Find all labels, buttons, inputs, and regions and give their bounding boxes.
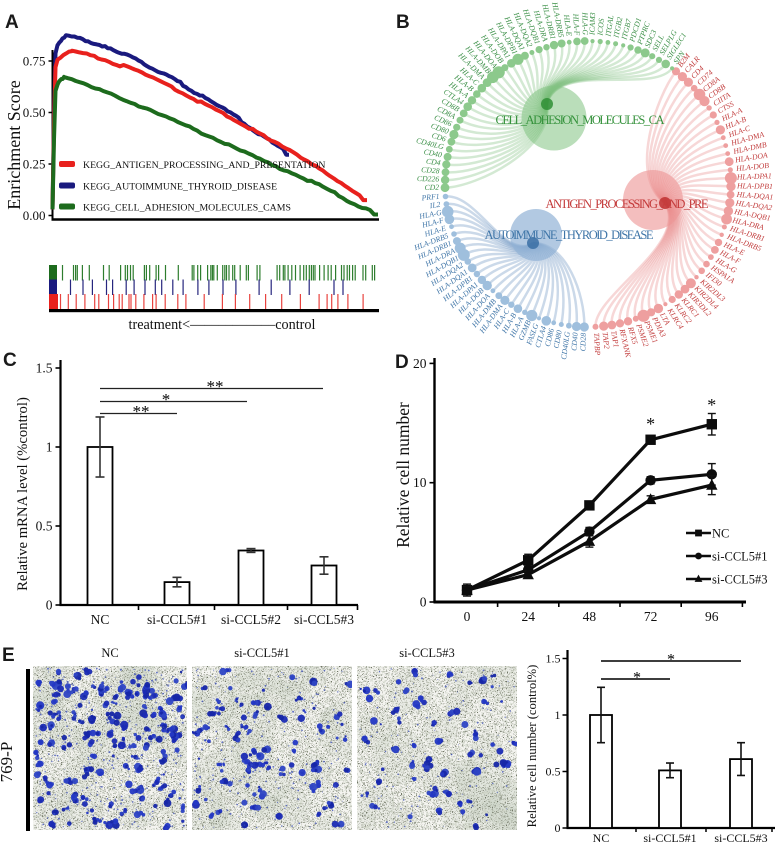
svg-text:0: 0 — [420, 595, 427, 610]
svg-text:si-CCL5#1: si-CCL5#1 — [643, 831, 696, 845]
svg-text:KEGG_CELL_ADHESION_MOLECULES_C: KEGG_CELL_ADHESION_MOLECULES_CAMS — [83, 203, 291, 214]
svg-text:1: 1 — [555, 708, 561, 722]
svg-text:si-CCL5#3: si-CCL5#3 — [399, 646, 455, 660]
svg-text:0: 0 — [464, 609, 471, 624]
svg-text:B: B — [396, 12, 410, 33]
svg-text:HLA-G: HLA-G — [580, 11, 590, 35]
svg-text:0: 0 — [555, 821, 561, 835]
svg-text:CD4: CD4 — [425, 157, 441, 168]
svg-text:IL2: IL2 — [428, 200, 441, 211]
svg-text:CD28: CD28 — [421, 165, 440, 175]
svg-text:769-P: 769-P — [0, 742, 16, 783]
svg-text:ITGAL: ITGAL — [603, 15, 615, 38]
svg-text:HLA-E: HLA-E — [562, 13, 574, 37]
svg-text:si-CCL5#2: si-CCL5#2 — [221, 612, 281, 627]
svg-text:**: ** — [133, 402, 150, 421]
svg-text:NC: NC — [593, 831, 610, 845]
svg-text:1.5: 1.5 — [36, 361, 53, 376]
svg-text:CD40LG: CD40LG — [559, 331, 572, 361]
svg-text:72: 72 — [644, 609, 658, 624]
svg-text:HLA-DOB: HLA-DOB — [735, 161, 770, 173]
svg-text:ITGB2: ITGB2 — [611, 16, 624, 39]
svg-text:CD40: CD40 — [569, 332, 579, 351]
svg-text:HLA-DQA1: HLA-DQA1 — [735, 190, 773, 202]
svg-text:ICAM3: ICAM3 — [587, 12, 597, 36]
svg-text:TAP1: TAP1 — [609, 330, 621, 348]
svg-text:10: 10 — [413, 475, 427, 490]
svg-text:si-CCL5#1: si-CCL5#1 — [234, 646, 290, 660]
svg-text:HLA-F: HLA-F — [571, 12, 582, 36]
svg-text:KEGG_AUTOIMMUNE_THYROID_DISEAS: KEGG_AUTOIMMUNE_THYROID_DISEASE — [83, 182, 277, 193]
svg-text:CD2: CD2 — [424, 183, 439, 192]
svg-text:0.5: 0.5 — [36, 519, 53, 534]
svg-text:1: 1 — [46, 440, 53, 455]
svg-text:D: D — [395, 352, 409, 373]
svg-text:Relative mRNA level (%control): Relative mRNA level (%control) — [15, 397, 31, 591]
svg-text:si-CCL5#3: si-CCL5#3 — [712, 573, 768, 587]
svg-text:96: 96 — [705, 609, 719, 624]
svg-text:0.50: 0.50 — [23, 105, 46, 120]
svg-text:KEGG_ANTIGEN_PROCESSING_AND_PR: KEGG_ANTIGEN_PROCESSING_AND_PRESENTATION — [83, 160, 326, 171]
svg-text:CD6: CD6 — [431, 131, 448, 144]
svg-text:48: 48 — [583, 609, 597, 624]
svg-text:HLA-DPB1: HLA-DPB1 — [736, 181, 773, 191]
svg-text:CD80: CD80 — [552, 329, 564, 349]
svg-text:*: * — [707, 395, 716, 415]
svg-text:si-CCL5#1: si-CCL5#1 — [712, 550, 768, 564]
svg-text:si-CCL5#3: si-CCL5#3 — [294, 612, 354, 627]
svg-text:CD226: CD226 — [417, 174, 440, 184]
svg-text:CD40: CD40 — [423, 147, 443, 159]
svg-text:24: 24 — [521, 609, 535, 624]
svg-text:ICOS: ICOS — [595, 18, 606, 37]
svg-text:TAPBP: TAPBP — [592, 333, 602, 356]
svg-text:0.25: 0.25 — [23, 157, 46, 172]
svg-text:0.00: 0.00 — [23, 208, 46, 223]
svg-text:0: 0 — [46, 598, 53, 613]
svg-text:C: C — [3, 350, 17, 371]
svg-text:**: ** — [207, 377, 224, 396]
svg-text:si-CCL5#1: si-CCL5#1 — [147, 612, 207, 627]
svg-text:0.75: 0.75 — [23, 54, 46, 69]
svg-text:E: E — [2, 645, 15, 666]
svg-text:PRF1: PRF1 — [420, 192, 440, 203]
svg-text:Relative cell number (control%: Relative cell number (control%) — [525, 665, 539, 828]
svg-text:*: * — [667, 652, 675, 669]
svg-text:NC: NC — [91, 612, 110, 627]
svg-text:ANTIGEN_PROCESSING_AND_PRE: ANTIGEN_PROCESSING_AND_PRE — [546, 197, 709, 211]
svg-text:CELL_ADHESION_MOLECULES_CA: CELL_ADHESION_MOLECULES_CA — [496, 113, 665, 127]
svg-text:TAP2: TAP2 — [601, 332, 612, 350]
svg-text:HLA-DPA1: HLA-DPA1 — [736, 171, 772, 182]
svg-text:AUTOIMMUNE_THYROID_DISEASE: AUTOIMMUNE_THYROID_DISEASE — [485, 228, 654, 242]
svg-text:*: * — [646, 414, 655, 434]
svg-text:A: A — [5, 12, 19, 33]
svg-text:treatment<––––––––––––control: treatment<––––––––––––control — [129, 317, 316, 333]
svg-text:CD86: CD86 — [543, 327, 556, 347]
svg-text:0.5: 0.5 — [546, 765, 561, 779]
svg-text:*: * — [162, 390, 171, 409]
svg-text:Relative cell number: Relative cell number — [393, 402, 413, 548]
svg-text:NC: NC — [101, 646, 118, 660]
svg-text:*: * — [633, 670, 641, 687]
svg-text:Enrichment Score: Enrichment Score — [4, 80, 24, 209]
svg-text:CD28: CD28 — [578, 333, 587, 352]
svg-text:1.5: 1.5 — [546, 652, 561, 666]
svg-text:si-CCL5#3: si-CCL5#3 — [714, 831, 767, 845]
svg-text:20: 20 — [413, 356, 427, 371]
svg-text:NC: NC — [712, 527, 729, 541]
